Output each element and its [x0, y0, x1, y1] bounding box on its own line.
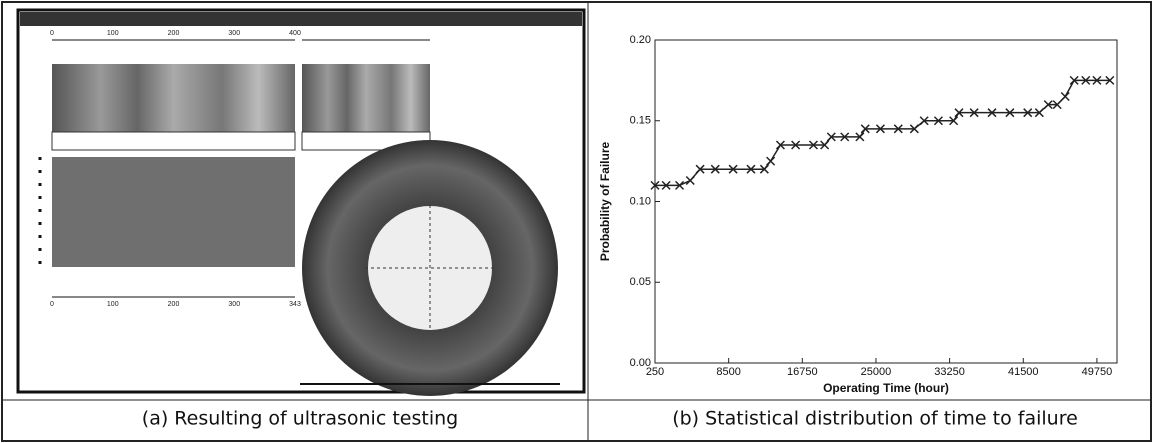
- data-marker: [860, 124, 870, 134]
- data-marker: [855, 132, 865, 142]
- x-tick-label: 8500: [716, 366, 740, 378]
- y-tick-label: 0.00: [630, 357, 651, 369]
- image-axis-label: 100: [107, 30, 119, 37]
- data-marker: [775, 140, 785, 150]
- data-line: [655, 79, 1110, 187]
- image-axis-label: 0: [50, 301, 54, 308]
- image-axis-label: 100: [107, 301, 119, 308]
- data-marker: [1052, 100, 1062, 110]
- x-tick-label: 16750: [787, 366, 818, 378]
- y-tick-label: 0.05: [630, 276, 651, 288]
- data-marker: [695, 164, 705, 174]
- caption-b: (b) Statistical distribution of time to …: [672, 408, 1078, 430]
- data-marker: [949, 116, 959, 126]
- data-marker: [661, 180, 671, 190]
- plot-frame: [654, 39, 1118, 364]
- data-marker: [933, 116, 943, 126]
- data-marker: [791, 140, 801, 150]
- data-marker: [1092, 75, 1102, 85]
- image-axis-label: 343: [289, 301, 301, 308]
- data-marker: [954, 108, 964, 118]
- data-marker: [728, 164, 738, 174]
- scan-footer: [51, 131, 296, 151]
- image-axis-label: 400: [289, 30, 301, 37]
- data-marker: [710, 164, 720, 174]
- data-marker: [919, 116, 929, 126]
- data-marker: [1043, 100, 1053, 110]
- image-axis-label: 300: [228, 30, 240, 37]
- data-marker: [1023, 108, 1033, 118]
- ultrasonic-image: [16, 8, 586, 396]
- image-axis-label: 0: [50, 30, 54, 37]
- d-scan: [52, 157, 295, 267]
- image-axis-label: 300: [228, 301, 240, 308]
- data-marker: [840, 132, 850, 142]
- data-marker: [746, 164, 756, 174]
- image-axis-label: 200: [168, 30, 180, 37]
- image-axis-label: 200: [168, 301, 180, 308]
- data-marker: [1105, 75, 1115, 85]
- data-marker: [875, 124, 885, 134]
- data-marker: [1034, 108, 1044, 118]
- data-marker: [1060, 91, 1070, 102]
- x-tick-label: 250: [646, 366, 664, 378]
- data-marker: [1069, 75, 1079, 85]
- data-marker: [987, 108, 997, 118]
- c-scan: [302, 64, 430, 132]
- data-marker: [808, 140, 818, 150]
- x-tick-label: 33250: [934, 366, 965, 378]
- data-marker: [1081, 75, 1091, 85]
- data-marker: [893, 124, 903, 134]
- x-tick-label: 49750: [1082, 366, 1113, 378]
- y-tick-label: 0.20: [630, 34, 651, 46]
- x-axis-title: Operating Time (hour): [823, 381, 949, 395]
- data-marker: [766, 156, 776, 166]
- data-marker: [969, 108, 979, 118]
- data-marker: [759, 164, 769, 174]
- title-bar: [20, 12, 582, 26]
- x-tick-label: 25000: [861, 366, 892, 378]
- y-axis-title: Probability of Failure: [598, 142, 612, 262]
- data-marker: [820, 140, 830, 150]
- data-marker: [685, 175, 695, 186]
- y-tick-label: 0.15: [630, 115, 651, 127]
- data-marker: [1005, 108, 1015, 118]
- caption-a: (a) Resulting of ultrasonic testing: [142, 408, 458, 430]
- data-marker: [826, 132, 836, 142]
- data-marker: [909, 124, 919, 134]
- data-marker: [675, 180, 685, 190]
- x-tick-label: 41500: [1008, 366, 1039, 378]
- b-scan: [52, 64, 295, 132]
- y-tick-label: 0.10: [630, 195, 651, 207]
- data-marker: [650, 180, 660, 190]
